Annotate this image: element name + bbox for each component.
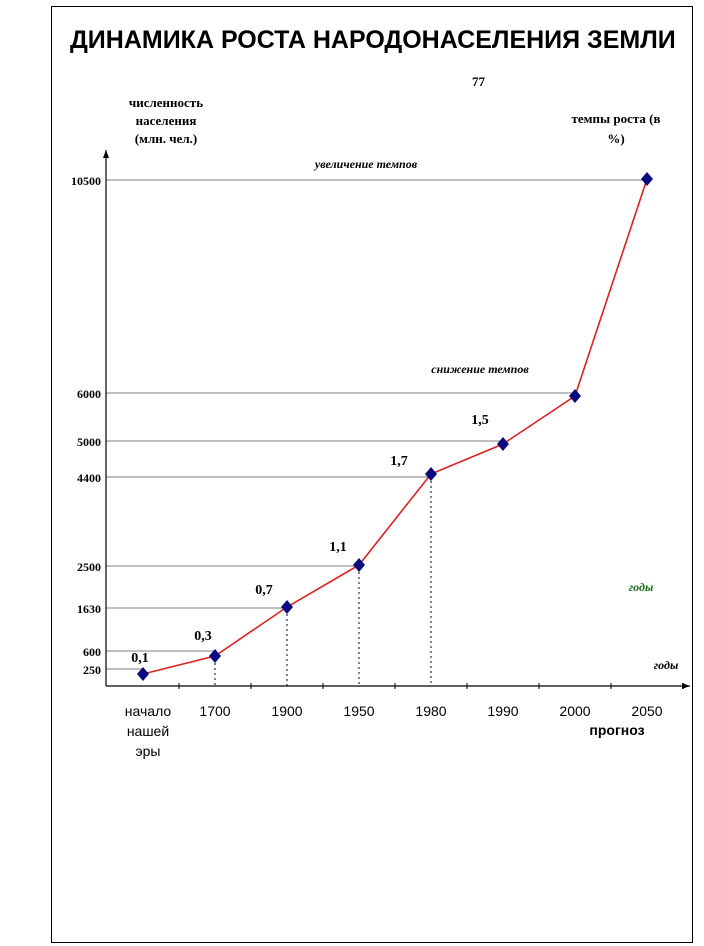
forecast-label: прогноз xyxy=(589,722,644,738)
growth-rate-label: 0,7 xyxy=(255,583,273,598)
stray-mark: 77 xyxy=(472,74,486,89)
y-tick-label: 5000 xyxy=(77,435,101,449)
annotation-decrease: снижение темпов xyxy=(431,362,529,376)
data-point xyxy=(353,558,365,572)
y-tick-label: 2500 xyxy=(77,560,101,574)
data-point xyxy=(281,600,293,614)
x-tick-label: нашей xyxy=(127,723,169,739)
ylabel-line-1: численность xyxy=(129,95,203,110)
annotation-increase: увеличение темпов xyxy=(313,157,418,171)
y-tick-label: 1630 xyxy=(77,602,101,616)
rate-label-line-2: %) xyxy=(607,131,624,146)
y-axis-arrow xyxy=(103,150,109,158)
x-tick-label: начало xyxy=(125,703,172,719)
data-point xyxy=(137,667,149,681)
data-point xyxy=(209,649,221,663)
y-tick-label: 250 xyxy=(83,663,101,677)
population-line xyxy=(142,178,648,675)
y-tick-label: 6000 xyxy=(77,387,101,401)
extra-years-label: годы xyxy=(629,580,654,594)
growth-rate-label: 0,3 xyxy=(194,629,212,644)
ylabel-line-3: (млн. чел.) xyxy=(135,131,197,146)
x-tick-label: 1700 xyxy=(199,703,230,719)
data-point xyxy=(641,172,653,186)
x-tick-label: 1980 xyxy=(415,703,446,719)
x-axis-label: годы xyxy=(654,658,679,672)
growth-rate-label: 1,5 xyxy=(471,413,489,428)
y-tick-label: 10500 xyxy=(71,174,101,188)
x-axis-arrow xyxy=(682,683,690,689)
data-point xyxy=(497,437,509,451)
rate-label-line-1: темпы роста (в xyxy=(571,111,660,126)
x-tick-label: 1950 xyxy=(343,703,374,719)
growth-rate-label: 0,1 xyxy=(131,651,149,666)
y-tick-label: 600 xyxy=(83,645,101,659)
x-tick-label: 2050 xyxy=(631,703,662,719)
x-tick-label: 2000 xyxy=(559,703,590,719)
growth-rate-label: 1,7 xyxy=(390,454,408,469)
data-point xyxy=(425,467,437,481)
ylabel-line-2: населения xyxy=(136,113,197,128)
x-tick-label: 1990 xyxy=(487,703,518,719)
x-tick-label: эры xyxy=(136,743,161,759)
y-tick-label: 4400 xyxy=(77,471,101,485)
growth-rate-label: 1,1 xyxy=(329,540,347,555)
chart-frame xyxy=(51,6,693,943)
data-point xyxy=(569,389,581,403)
chart-title: ДИНАМИКА РОСТА НАРОДОНАСЕЛЕНИЯ ЗЕМЛИ xyxy=(70,26,676,54)
x-tick-label: 1900 xyxy=(271,703,302,719)
